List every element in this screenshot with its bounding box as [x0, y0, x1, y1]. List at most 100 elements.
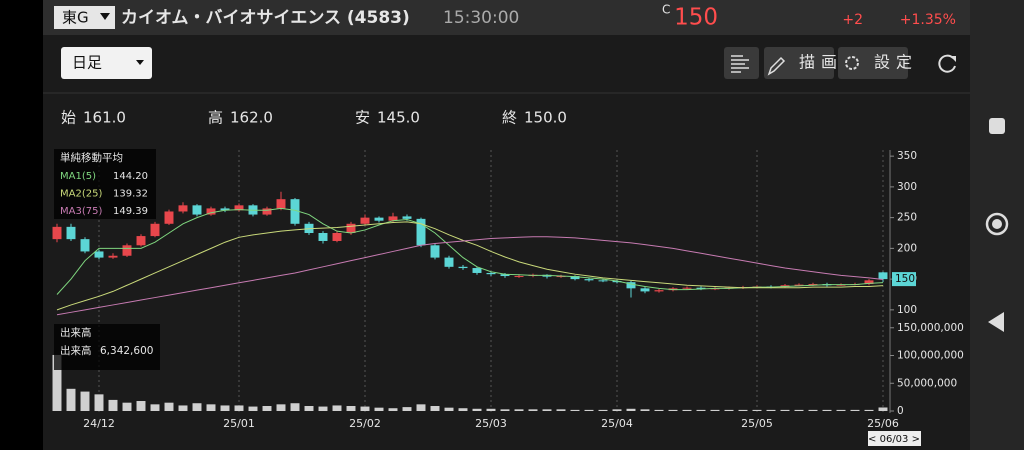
period-select[interactable] [61, 47, 152, 79]
volume-bar [206, 404, 216, 411]
legend-name: MA1(5) [60, 171, 96, 182]
candle-body [598, 280, 608, 282]
summary-label: 終 [502, 109, 517, 127]
y-tick-label: 350 [897, 150, 917, 162]
volume-bar [528, 409, 538, 411]
candle-body [122, 245, 132, 256]
candle-body [584, 279, 594, 281]
candle-body [94, 251, 104, 258]
candle-body [878, 272, 888, 280]
summary-value: 162.0 [230, 109, 273, 127]
settings-button[interactable] [838, 47, 908, 79]
candle-body [430, 245, 440, 258]
legend-value: 144.20 [113, 171, 148, 182]
volume-bar [290, 403, 300, 411]
volume-bar [584, 409, 594, 411]
candle-body [262, 208, 272, 215]
x-tick-label: 25/04 [601, 417, 633, 430]
volume-bar [556, 409, 566, 411]
candle-body [318, 233, 328, 241]
candle-body [864, 280, 874, 285]
volume-bar [822, 409, 832, 411]
volume-bar [248, 406, 258, 411]
stock-name: カイオム・バイオサイエンス (4583) [121, 8, 410, 28]
volume-bar [234, 405, 244, 411]
volume-bar [360, 406, 370, 411]
change: +2 [842, 12, 863, 28]
price: 150 [674, 5, 718, 31]
nav-home[interactable] [985, 212, 1009, 236]
volume-bar [640, 409, 650, 411]
ma-line [56, 221, 884, 311]
y-tick-label: 200 [897, 242, 917, 254]
candle-body [80, 239, 90, 252]
y-tick-label: 50,000,000 [897, 377, 957, 389]
volume-bar [752, 409, 762, 411]
volume-bar [514, 409, 524, 411]
y-tick-label: 300 [897, 181, 917, 193]
legend-value: 139.32 [113, 189, 148, 200]
volume-bar [668, 409, 678, 411]
x-tick-label: 25/05 [741, 417, 773, 430]
volume-bar [682, 409, 692, 411]
candle-body [52, 226, 62, 240]
volume-bar [220, 405, 230, 411]
volume-bar [542, 409, 552, 411]
volume-bar [122, 402, 132, 411]
candle-body [682, 287, 692, 289]
candle-body [458, 266, 468, 269]
volume-bar [150, 404, 160, 411]
volume-bar [332, 405, 342, 411]
date-marker: < 06/03 > [868, 434, 920, 445]
price-marker-box [892, 272, 916, 287]
volume-bar [612, 409, 622, 411]
volume-bar [738, 409, 748, 411]
indicator-icon [731, 55, 749, 73]
legend-box [54, 324, 160, 370]
legend-name: 出来高 [60, 344, 92, 357]
candle-body [150, 223, 160, 237]
x-tick-label: 24/12 [83, 417, 115, 430]
candle-body [640, 288, 650, 292]
candle-body [514, 276, 524, 278]
candle-body [472, 268, 482, 273]
nav-home-dot [992, 219, 1002, 229]
volume-bar [836, 409, 846, 411]
x-tick-label: 25/06 [867, 417, 899, 430]
volume-bar [304, 406, 314, 411]
candle-body [808, 284, 818, 286]
period: 日足 [72, 54, 102, 72]
refresh-arrow [950, 56, 956, 62]
volume-bar [458, 408, 468, 411]
candle-body [346, 223, 356, 233]
refresh-icon[interactable] [938, 54, 956, 73]
volume-bar [192, 403, 202, 411]
summary-label: 高 [208, 109, 223, 127]
draw-button[interactable] [764, 47, 834, 79]
nav-recent[interactable] [989, 118, 1005, 134]
candle-body [654, 290, 664, 292]
volume-bar [444, 407, 454, 411]
legend-value: 149.39 [113, 206, 148, 217]
volume-bar [850, 409, 860, 411]
legend-name: MA3(75) [60, 206, 102, 217]
nav-back[interactable] [988, 312, 1004, 332]
volume-bar [430, 406, 440, 411]
y-tick-label: 100 [897, 304, 917, 316]
indicator-button[interactable] [724, 47, 759, 79]
market-select[interactable] [54, 6, 115, 29]
close-flag: C [662, 3, 670, 17]
volume-bar [626, 408, 636, 411]
candle-body [332, 233, 342, 241]
summary-value: 150.0 [524, 109, 567, 127]
legend-box [54, 149, 156, 219]
volume-bar [318, 406, 328, 411]
x-tick-label: 25/03 [475, 417, 507, 430]
candle-body [178, 205, 188, 212]
candle-body [388, 216, 398, 221]
volume-bar [766, 409, 776, 411]
candle-body [220, 208, 230, 211]
candle-body [206, 208, 216, 215]
volume-bar [808, 409, 818, 411]
